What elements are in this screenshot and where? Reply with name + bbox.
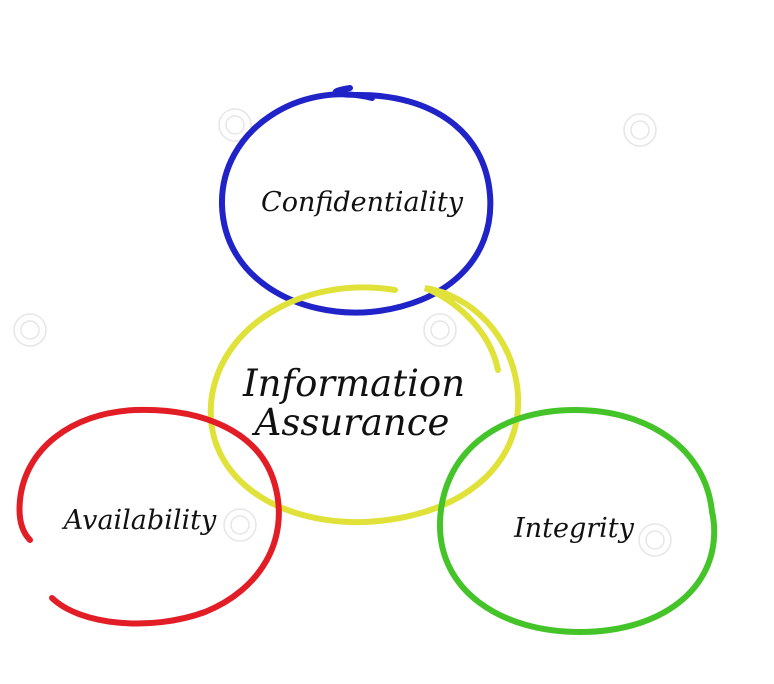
confidentiality-circle: [218, 85, 494, 316]
information-assurance-circle: [207, 284, 522, 526]
availability-node: Availability: [16, 406, 282, 627]
availability-circle: [16, 406, 282, 627]
availability-label: Availability: [61, 505, 217, 536]
integrity-label: Integrity: [513, 513, 635, 544]
information-assurance-label-line-1: Information: [242, 362, 465, 405]
integrity-node: Integrity: [436, 406, 718, 636]
integrity-circle: [436, 406, 718, 636]
confidentiality-label: Confidentiality: [261, 187, 464, 218]
information-assurance-label-line-2: Assurance: [252, 401, 450, 444]
information-assurance-node: Information Assurance: [207, 284, 522, 526]
confidentiality-node: Confidentiality: [218, 85, 494, 316]
watermark-marks: [13, 108, 672, 557]
